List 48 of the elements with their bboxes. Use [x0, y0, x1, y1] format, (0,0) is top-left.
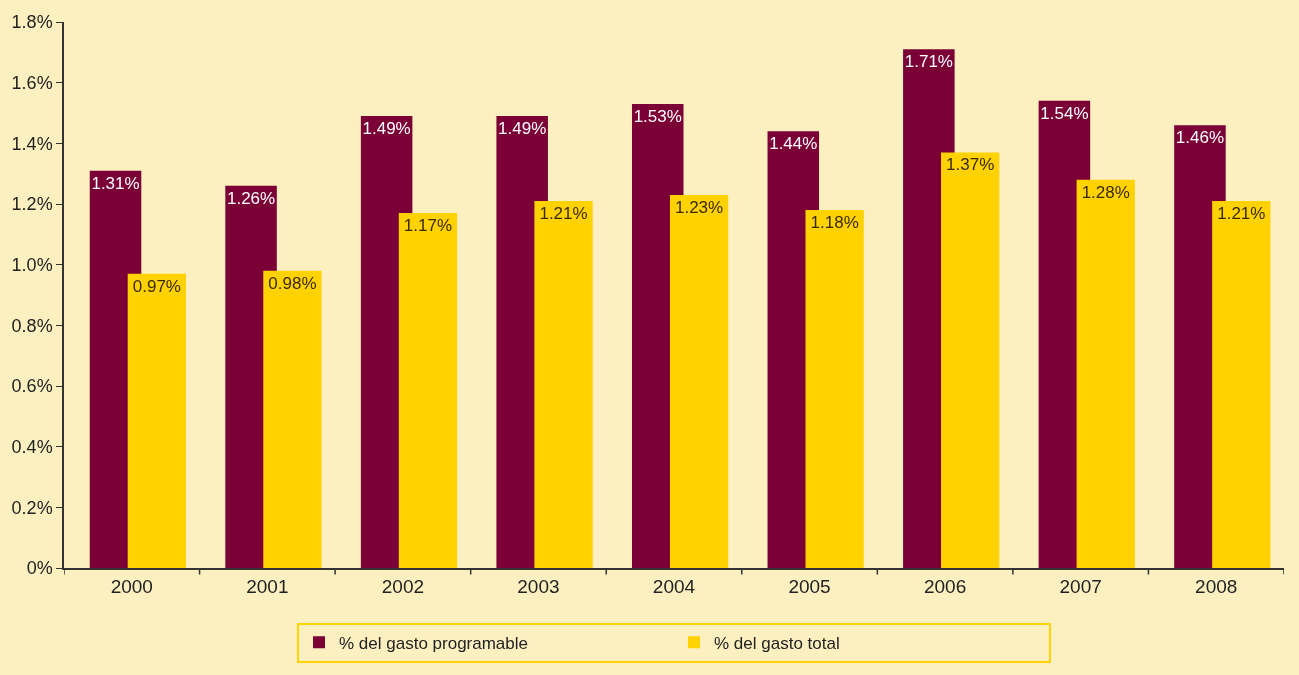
y-tick-label: 1.4% — [11, 133, 53, 154]
x-tick-label: 2000 — [110, 575, 153, 597]
data-label: 1.37% — [946, 155, 995, 175]
bar — [398, 213, 458, 568]
x-tick-label: 2002 — [381, 575, 425, 597]
x-tick-label: 2006 — [923, 575, 967, 597]
data-label: 1.23% — [674, 197, 724, 217]
bar — [1076, 179, 1135, 568]
x-tick-label: 2004 — [652, 575, 696, 597]
data-label: 1.53% — [633, 106, 682, 126]
legend-label: % del gasto total — [714, 633, 840, 653]
x-tick-label: 2003 — [517, 575, 560, 597]
y-tick-label: 0.8% — [11, 315, 53, 336]
x-tick-label: 2007 — [1059, 575, 1102, 597]
data-label: 1.17% — [403, 216, 453, 236]
y-tick-label: 1.6% — [11, 72, 53, 93]
data-label: 1.46% — [1175, 128, 1225, 148]
x-tick-label: 2001 — [246, 575, 289, 597]
data-label: 0.98% — [268, 273, 317, 293]
data-label: 1.28% — [1081, 182, 1130, 202]
y-tick-label: 0.2% — [11, 497, 53, 518]
y-tick-label: 0% — [26, 558, 53, 579]
data-label: 1.49% — [498, 119, 547, 139]
bar — [127, 273, 186, 568]
legend-label: % del gasto programable — [339, 633, 529, 653]
data-label: 1.21% — [539, 203, 588, 223]
y-tick-label: 0.4% — [11, 436, 53, 457]
x-tick-label: 2005 — [788, 575, 831, 597]
data-label: 1.21% — [1217, 203, 1266, 223]
bar — [263, 270, 322, 568]
y-tick-label: 1.8% — [11, 12, 53, 33]
data-label: 1.18% — [810, 213, 859, 233]
bar — [534, 200, 593, 568]
data-label: 1.31% — [91, 173, 140, 193]
data-label: 1.26% — [226, 188, 276, 208]
bar — [1212, 200, 1271, 568]
data-label: 1.44% — [769, 134, 818, 154]
y-tick-label: 1.0% — [11, 254, 53, 275]
bar — [941, 152, 1000, 568]
bar — [805, 210, 864, 568]
y-tick-label: 0.6% — [11, 376, 53, 397]
data-label: 1.49% — [362, 119, 411, 139]
data-label: 0.97% — [132, 276, 181, 296]
data-label: 1.71% — [904, 52, 953, 72]
y-tick-label: 1.2% — [11, 194, 53, 215]
x-tick-label: 2008 — [1195, 575, 1238, 597]
bar — [669, 194, 729, 568]
data-label: 1.54% — [1040, 103, 1089, 123]
